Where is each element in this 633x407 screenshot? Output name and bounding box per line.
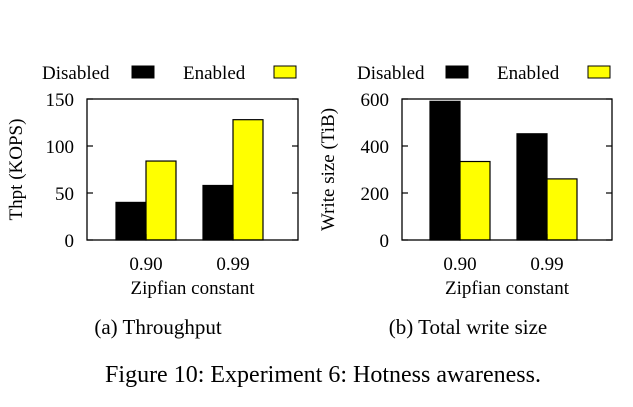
chart-1-ytick-label: 150: [46, 90, 75, 111]
chart-2-legend-label-disabled: Disabled: [357, 63, 425, 84]
chart-2-legend-swatch-enabled: [587, 65, 611, 79]
chart-2-bar-enabled-0_90: [459, 160, 491, 241]
chart-1-y-axis-label: Thpt (KOPS): [6, 119, 27, 221]
chart-2-xtick-label: 0.90: [443, 254, 476, 275]
chart-1-subcaption: (a) Throughput: [94, 315, 221, 339]
chart-2-subcaption: (b) Total write size: [389, 315, 548, 339]
chart-1-legend-swatch-enabled: [273, 65, 297, 79]
chart-2-legend-swatch-disabled: [445, 65, 469, 79]
chart-2-y-axis-label: Write size (TiB): [318, 108, 339, 231]
chart-1-legend-swatch-disabled: [131, 65, 155, 79]
chart-2-x-axis-label: Zipfian constant: [445, 278, 570, 299]
chart-2-plot-frame: [401, 98, 613, 241]
chart-2-ytick-label: 400: [361, 137, 390, 158]
chart-2-bar-disabled-0_99: [516, 133, 548, 241]
chart-1-legend-label-enabled: Enabled: [183, 63, 246, 84]
chart-2-legend-label-enabled: Enabled: [497, 63, 560, 84]
chart-2-ytick-label: 200: [361, 184, 390, 205]
chart-1-xtick-label: 0.99: [216, 254, 249, 275]
chart-1-xtick-label: 0.90: [129, 254, 162, 275]
chart-2-xtick-label: 0.99: [530, 254, 563, 275]
chart-2-bar-enabled-0_99: [546, 178, 578, 241]
chart-1-bar-enabled-0_99: [232, 119, 264, 241]
chart-1-bar-enabled-0_90: [145, 160, 177, 241]
chart-2-bar-disabled-0_90: [429, 100, 461, 241]
chart-2-ytick-label: 600: [361, 90, 390, 111]
figure-caption: Figure 10: Experiment 6: Hotness awarene…: [105, 362, 541, 388]
chart-1-x-axis-label: Zipfian constant: [131, 278, 256, 299]
chart-1-bar-disabled-0_90: [115, 201, 147, 241]
chart-1-ytick-label: 0: [65, 231, 75, 252]
chart-1-bar-disabled-0_99: [202, 184, 234, 241]
chart-1-plot-frame: [86, 98, 299, 241]
chart-1-ytick-label: 100: [46, 137, 75, 158]
chart-1-legend-label-disabled: Disabled: [42, 63, 110, 84]
chart-2-ytick-label: 0: [380, 231, 390, 252]
chart-1-ytick-label: 50: [55, 184, 74, 205]
